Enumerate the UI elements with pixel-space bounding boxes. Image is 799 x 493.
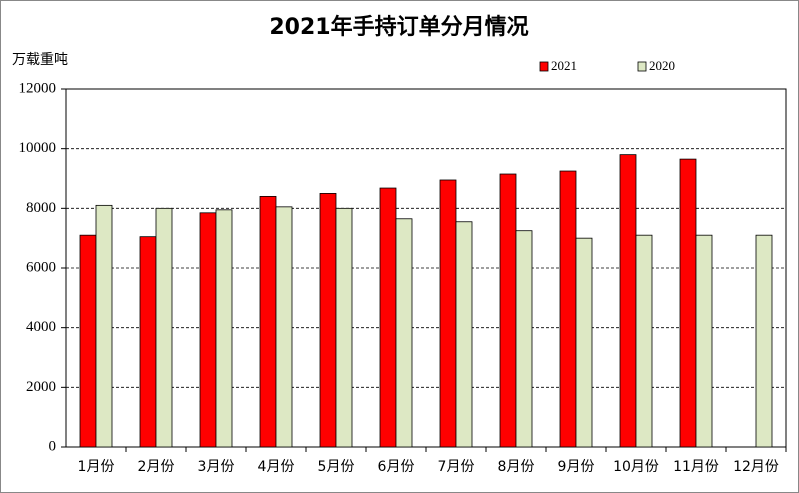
bar [619,154,637,448]
y-tick-label: 0 [49,438,57,454]
y-axis-label: 万载重吨 [12,52,68,68]
x-tick-label: 7月份 [438,459,475,475]
x-tick-label: 1月份 [78,459,115,475]
y-tick-label: 12000 [19,80,57,96]
bar [259,195,277,448]
legend-label: 2020 [649,58,675,73]
bar [515,230,533,448]
x-tick-label: 6月份 [378,459,415,475]
bar [199,212,217,448]
y-tick-label: 6000 [26,259,56,275]
y-tick-label: 4000 [26,319,56,335]
bar [215,209,233,448]
x-tick-label: 12月份 [733,459,779,475]
bar [335,207,353,448]
x-tick-label: 5月份 [318,459,355,475]
y-tick-label: 8000 [26,200,56,216]
bar [155,207,173,448]
x-tick-label: 10月份 [613,459,659,475]
y-tick-label: 2000 [26,379,56,395]
y-tick-label: 10000 [19,140,57,156]
x-tick-label: 11月份 [673,459,719,475]
legend-label: 2021 [551,58,577,73]
x-tick-label: 8月份 [498,459,535,475]
legend-swatch [539,61,549,72]
bar [95,204,113,448]
bar [635,234,653,448]
chart-title: 2021年手持订单分月情况 [269,14,528,40]
bar [499,173,517,448]
bar [439,179,457,448]
bar [79,234,97,448]
bar [559,170,577,448]
legend-swatch [637,61,647,72]
bar [395,218,413,448]
x-tick-label: 3月份 [198,459,235,475]
bar [275,206,293,448]
bar [575,237,593,448]
bar [755,234,773,448]
bar [679,158,697,448]
bar [139,236,157,448]
bar [695,234,713,448]
bar [379,187,397,448]
bar [319,193,337,448]
x-tick-label: 2月份 [138,459,175,475]
x-tick-label: 9月份 [558,459,595,475]
bar [455,221,473,448]
x-tick-label: 4月份 [258,459,295,475]
